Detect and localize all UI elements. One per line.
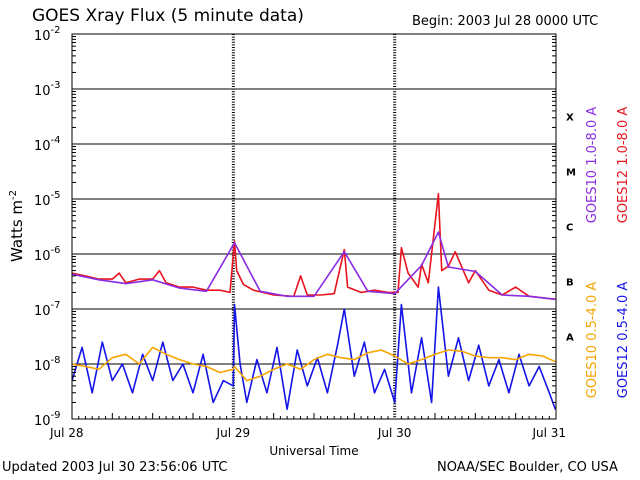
y-tick-label: 10-3 [34, 80, 61, 99]
y-tick-base: 10 [34, 29, 51, 44]
y-tick-exponent: -9 [51, 410, 61, 421]
begin-time: Begin: 2003 Jul 28 0000 UTC [412, 14, 599, 29]
y-tick-base: 10 [34, 84, 51, 99]
y-tick-base: 10 [34, 194, 51, 209]
y-tick-exponent: -4 [51, 135, 61, 146]
y-tick-base: 10 [34, 249, 51, 264]
flare-class-label: C [566, 223, 573, 234]
x-tick-label: Jul 29 [216, 426, 251, 440]
y-tick-exponent: -6 [51, 245, 61, 256]
y-tick-label: 10-9 [34, 410, 61, 429]
y-tick-base: 10 [34, 414, 51, 429]
y-tick-label: 10-4 [34, 135, 61, 154]
grid-lines [72, 34, 556, 419]
legend-entry: GOES10 1.0-8.0 A [585, 107, 600, 224]
y-tick-base: 10 [34, 304, 51, 319]
x-tick-labels: Jul 28 Jul 29 Jul 30 Jul 31 [49, 426, 566, 440]
y-tick-exponent: -2 [51, 25, 61, 36]
y-axis-label: Watts m-2 [8, 190, 26, 262]
y-tick-exponent: -7 [51, 300, 61, 311]
x-tick-label: Jul 28 [49, 426, 84, 440]
flare-class-label: A [566, 333, 574, 344]
x-axis-label: Universal Time [269, 444, 358, 458]
series-layer [72, 192, 556, 411]
updated-timestamp: Updated 2003 Jul 30 23:56:06 UTC [2, 460, 228, 475]
legend-entry: GOES12 0.5-4.0 A [616, 282, 631, 399]
y-tick-base: 10 [34, 139, 51, 154]
y-tick-labels: 10-910-810-710-610-510-410-310-2 [34, 25, 61, 429]
series-line [72, 192, 556, 301]
x-tick-label: Jul 31 [531, 426, 566, 440]
y-tick-base: 10 [34, 359, 51, 374]
y-tick-label: 10-7 [34, 300, 61, 319]
x-tick-label: Jul 30 [377, 426, 412, 440]
y-tick-exponent: -5 [51, 190, 61, 201]
series-line [72, 286, 556, 411]
tick-marks [72, 36, 556, 419]
y-axis-label-sup: -2 [8, 190, 19, 200]
y-tick-label: 10-5 [34, 190, 61, 209]
y-tick-label: 10-2 [34, 25, 61, 44]
credit-line: NOAA/SEC Boulder, CO USA [437, 460, 618, 475]
flare-class-label: M [566, 168, 576, 179]
flare-class-labels: A B C M X [566, 113, 576, 344]
series-line [72, 231, 556, 301]
legend: GOES10 1.0-8.0 A GOES12 1.0-8.0 A GOES10 0… [585, 107, 631, 399]
flare-class-label: X [566, 113, 574, 124]
y-tick-exponent: -8 [51, 355, 61, 366]
legend-entry: GOES10 0.5-4.0 A [585, 282, 600, 399]
flare-class-label: B [566, 278, 574, 289]
chart-title: GOES Xray Flux (5 minute data) [32, 6, 304, 26]
y-axis-label-main: Watts m [8, 200, 26, 262]
series-line [72, 346, 556, 382]
y-tick-exponent: -3 [51, 80, 61, 91]
y-tick-label: 10-8 [34, 355, 61, 374]
legend-entry: GOES12 1.0-8.0 A [616, 107, 631, 224]
y-tick-label: 10-6 [34, 245, 61, 264]
